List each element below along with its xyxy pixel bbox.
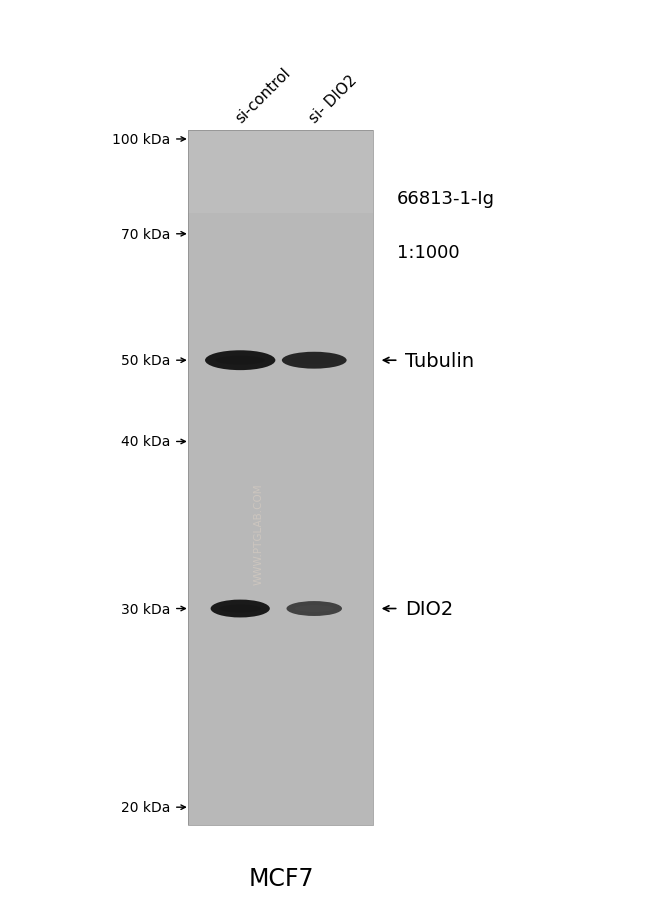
Ellipse shape [282, 353, 346, 369]
Text: DIO2: DIO2 [405, 599, 453, 619]
Text: Tubulin: Tubulin [405, 351, 475, 371]
Bar [188, 131, 373, 825]
Bar [188, 131, 373, 825]
Text: 30 kDa: 30 kDa [120, 602, 170, 616]
Text: 1:1000: 1:1000 [397, 244, 459, 262]
Ellipse shape [219, 605, 261, 612]
Ellipse shape [215, 356, 265, 365]
Text: si-control: si-control [233, 66, 293, 126]
Ellipse shape [286, 602, 342, 616]
Ellipse shape [211, 600, 270, 618]
Text: 20 kDa: 20 kDa [120, 800, 170, 815]
Text: si- DIO2: si- DIO2 [307, 73, 360, 126]
Ellipse shape [292, 357, 337, 364]
Text: WWW.PTGLAB.COM: WWW.PTGLAB.COM [254, 483, 264, 584]
Text: 50 kDa: 50 kDa [120, 354, 170, 368]
Bar [188, 131, 373, 214]
Ellipse shape [295, 605, 334, 612]
Ellipse shape [205, 351, 276, 371]
Text: 100 kDa: 100 kDa [112, 133, 170, 147]
Text: 70 kDa: 70 kDa [120, 227, 170, 242]
Text: MCF7: MCF7 [248, 866, 314, 890]
Text: 66813-1-Ig: 66813-1-Ig [397, 189, 494, 207]
Text: 40 kDa: 40 kDa [120, 435, 170, 449]
